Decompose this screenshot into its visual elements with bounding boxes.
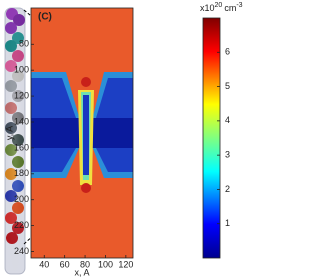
y-tick-label: 220 (14, 220, 29, 230)
y-tick-label: 240 (14, 246, 29, 256)
y-tick-label: 80 (19, 39, 29, 49)
y-tick-label: 140 (14, 116, 29, 126)
y-tick-label: 200 (14, 194, 29, 204)
y-axis-label: y, A (4, 126, 14, 140)
x-tick-label: 60 (60, 259, 70, 269)
y-tick-label: 160 (14, 142, 29, 152)
x-tick-label: 40 (39, 259, 49, 269)
molecule-illustration (4, 7, 26, 275)
colorbar-tick-label: 6 (225, 47, 230, 57)
colorbar-exponent: 20 (215, 2, 223, 9)
y-tick-label: 180 (14, 168, 29, 178)
x-tick-label: 100 (98, 259, 113, 269)
x-axis-label: x, A (74, 267, 89, 277)
y-tick-label: 100 (14, 65, 29, 75)
colorbar-tick-label: 3 (225, 150, 230, 160)
figure: (C) x, A y, A x1020 cm-3 40 60 80 100 1208010… (4, 2, 243, 278)
colorbar-label: x10 (200, 3, 215, 13)
panel-label: (C) (38, 12, 52, 23)
colorbar-label: x1020 cm-3 (200, 2, 243, 14)
y-tick-label: 120 (14, 90, 29, 100)
plot-frame (30, 7, 134, 259)
colorbar-tick-label: 1 (225, 218, 230, 228)
colorbar (202, 17, 221, 259)
colorbar-unit: cm (224, 3, 236, 13)
colorbar-unit-exponent: -3 (236, 2, 242, 9)
x-tick-label: 120 (118, 259, 133, 269)
colorbar-tick-label: 4 (225, 115, 230, 125)
colorbar-tick-label: 2 (225, 184, 230, 194)
x-tick-label: 80 (80, 259, 90, 269)
colorbar-tick-label: 5 (225, 81, 230, 91)
density-map (31, 8, 133, 258)
